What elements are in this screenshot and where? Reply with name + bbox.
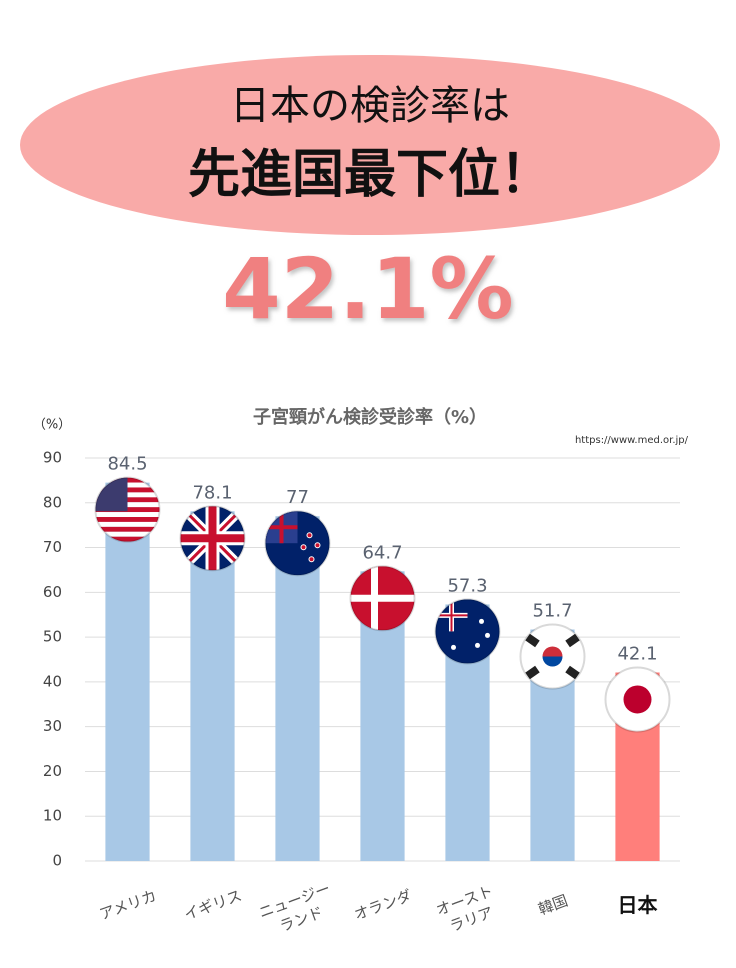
y-tick-label: 0 xyxy=(52,852,62,870)
flag-part xyxy=(542,656,563,667)
flag-part xyxy=(314,542,321,549)
y-tick-label: 40 xyxy=(43,672,62,690)
flag-part xyxy=(435,599,500,664)
flag-part xyxy=(95,521,160,527)
y-tick-label: 60 xyxy=(43,583,62,601)
flag xyxy=(95,477,160,542)
flag xyxy=(180,506,245,571)
y-tick-label: 10 xyxy=(43,807,62,825)
flag xyxy=(520,624,585,689)
flag-part xyxy=(95,531,160,537)
flag-part xyxy=(95,536,160,542)
value-label: 51.7 xyxy=(532,600,572,621)
flag-part xyxy=(95,512,160,518)
flag-part xyxy=(265,511,298,544)
flag-part xyxy=(542,646,563,657)
y-tick-label: 50 xyxy=(43,628,62,646)
y-tick-label: 70 xyxy=(43,538,62,556)
flag xyxy=(605,667,670,732)
flag-part xyxy=(565,633,580,648)
flag-part xyxy=(479,618,484,624)
flag-part xyxy=(306,532,313,539)
header-line1: 日本の検診率は xyxy=(230,83,510,129)
y-axis-label: （%） xyxy=(33,418,71,433)
flag-part xyxy=(525,633,540,648)
y-tick-label: 90 xyxy=(43,449,62,467)
flag-part xyxy=(95,517,160,522)
flag-part xyxy=(308,556,315,563)
flag-part xyxy=(350,566,415,631)
y-tick-label: 80 xyxy=(43,493,62,511)
value-label: 64.7 xyxy=(362,542,402,563)
flag-part xyxy=(435,599,468,632)
chart-title: 子宮頸がん検診受診率（%） xyxy=(253,406,487,428)
y-tick-label: 30 xyxy=(43,717,62,735)
bar xyxy=(105,482,150,861)
header-line2: 先進国最下位！ xyxy=(188,145,552,205)
value-label: 78.1 xyxy=(192,482,232,503)
value-label: 42.1 xyxy=(617,643,657,664)
flag-shade xyxy=(349,565,416,632)
flag-part xyxy=(485,632,490,638)
flag-part xyxy=(95,526,160,532)
flag-shade xyxy=(434,598,501,665)
value-label: 77 xyxy=(286,487,309,508)
flag-part xyxy=(475,642,480,648)
value-label: 57.3 xyxy=(447,575,487,596)
y-tick-label: 20 xyxy=(43,762,62,780)
flag-part xyxy=(180,506,245,571)
value-label: 84.5 xyxy=(107,454,147,475)
flag-shade xyxy=(264,510,331,577)
flag-part xyxy=(565,665,580,680)
flag xyxy=(435,599,500,664)
flag-shade xyxy=(179,505,246,572)
x-tick-label: 日本 xyxy=(617,893,658,917)
source: https://www.med.or.jp/ xyxy=(575,435,689,446)
header-ellipse xyxy=(20,55,720,235)
flag-shade xyxy=(94,476,161,543)
flag-part xyxy=(623,685,652,714)
highlight: 42.1% xyxy=(222,240,513,338)
flag-shade xyxy=(604,666,671,733)
flag-shade xyxy=(519,623,586,690)
flag xyxy=(350,566,415,631)
flag-part xyxy=(300,544,307,551)
flag-part xyxy=(451,644,456,650)
flag-part xyxy=(525,665,540,680)
